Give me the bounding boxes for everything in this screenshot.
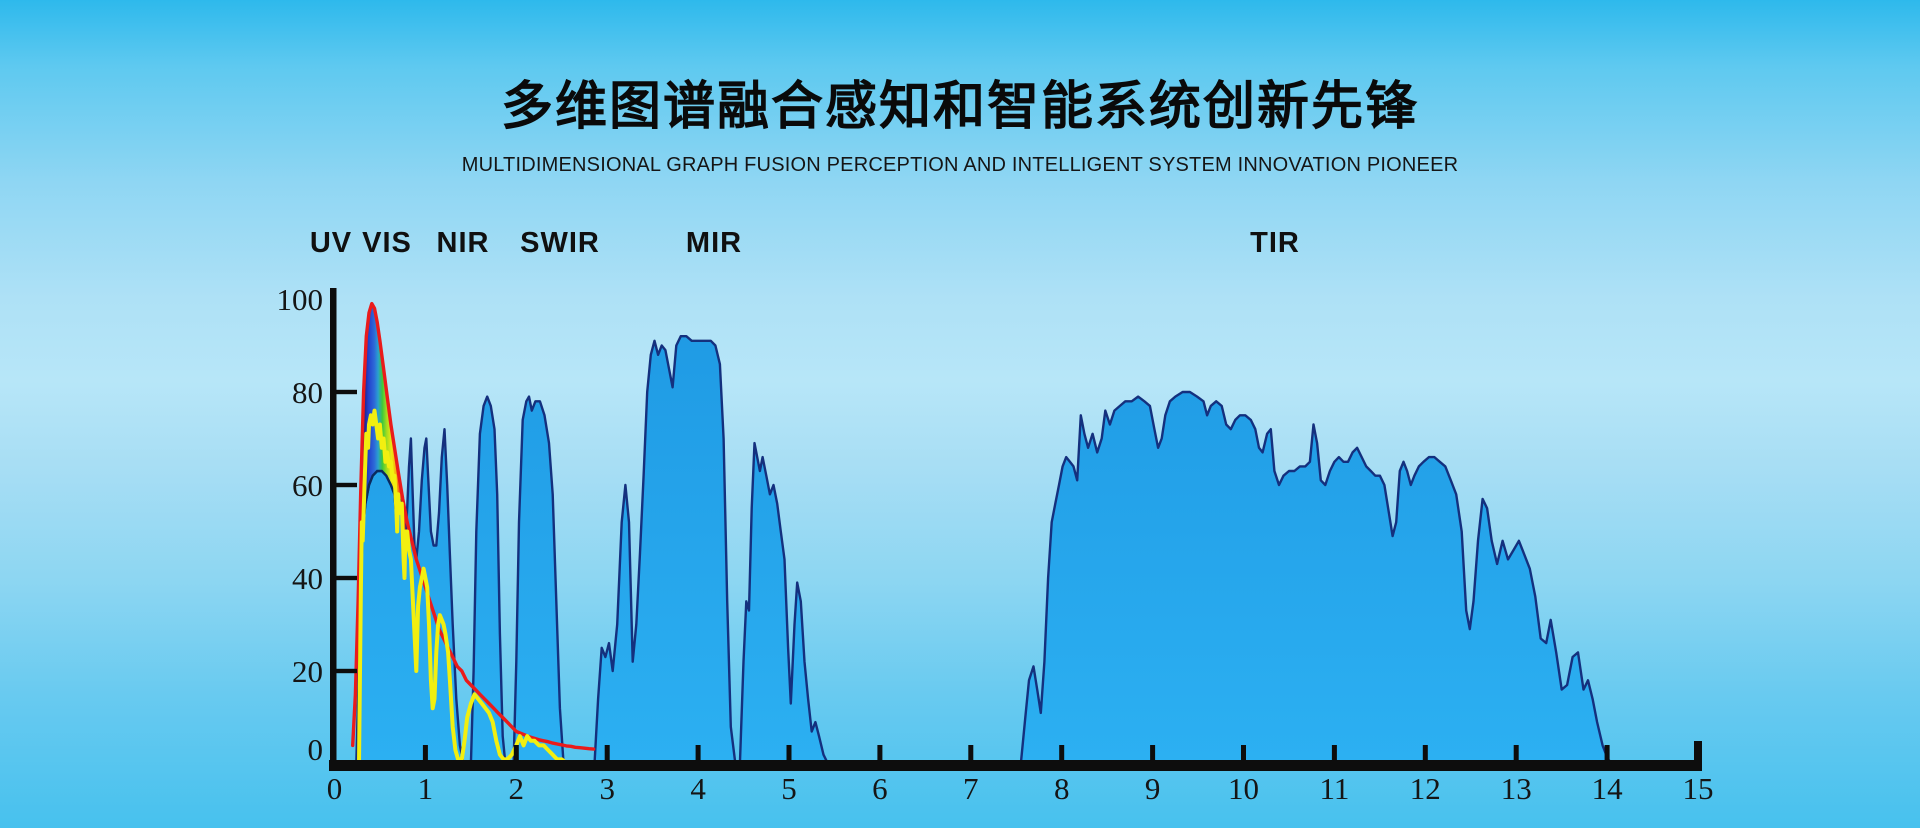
transmission-windows-area [355, 335, 1614, 766]
y-tick-label-60: 60 [292, 468, 323, 503]
x-tick-label-2: 2 [509, 771, 525, 806]
band-label-uv: UV [309, 227, 353, 259]
x-tick-3 [604, 745, 610, 761]
y-tick-label-40: 40 [292, 561, 323, 596]
y-axis [330, 288, 337, 764]
x-tick-5 [786, 745, 792, 761]
blackbody-envelope-curve [351, 301, 596, 751]
x-tick-9 [1150, 745, 1156, 761]
y-tick-80 [336, 389, 357, 395]
x-tick-8 [1059, 745, 1065, 761]
x-axis [329, 760, 1702, 771]
x-tick-label-7: 7 [963, 771, 979, 806]
y-tick-label-100: 100 [277, 282, 324, 317]
x-tick-label-14: 14 [1592, 771, 1624, 806]
x-tick-12 [1422, 745, 1428, 761]
x-tick-13 [1513, 745, 1519, 761]
y-tick-label-0: 0 [308, 732, 324, 767]
x-tick-label-15: 15 [1683, 771, 1714, 806]
x-tick-label-1: 1 [418, 771, 434, 806]
x-tick-label-6: 6 [872, 771, 888, 806]
x-tick-14 [1604, 745, 1610, 761]
y-tick-60 [336, 482, 357, 488]
x-tick-label-5: 5 [781, 771, 797, 806]
x-tick-7 [968, 745, 974, 761]
y-tick-40 [336, 575, 357, 581]
x-tick-label-10: 10 [1228, 771, 1259, 806]
x-tick-label-9: 9 [1145, 771, 1161, 806]
page-subtitle: MULTIDIMENSIONAL GRAPH FUSION PERCEPTION… [461, 154, 1459, 176]
x-tick-2 [513, 745, 519, 761]
band-label-nir: NIR [436, 227, 490, 259]
x-tick-label-3: 3 [599, 771, 615, 806]
y-tick-label-80: 80 [292, 375, 323, 410]
x-tick-label-0: 0 [327, 771, 343, 806]
x-tick-label-12: 12 [1410, 771, 1441, 806]
band-label-tir: TIR [1250, 227, 1300, 259]
band-label-mir: MIR [685, 227, 743, 259]
solar-spectrum-curve [357, 408, 570, 766]
x-tick-4 [695, 745, 701, 761]
x-tick-1 [422, 745, 428, 761]
x-tick-6 [877, 745, 883, 761]
band-label-vis: VIS [362, 227, 412, 259]
y-tick-label-20: 20 [292, 654, 323, 689]
x-tick-label-13: 13 [1501, 771, 1532, 806]
page-title: 多维图谱融合感知和智能系统创新先锋 [500, 78, 1419, 136]
x-tick-11 [1331, 745, 1337, 761]
x-tick-label-4: 4 [690, 771, 706, 806]
band-label-swir: SWIR [520, 227, 600, 259]
x-tick-10 [1241, 745, 1246, 761]
x-axis-endcap-15 [1694, 741, 1702, 771]
y-tick-20 [336, 668, 357, 674]
x-tick-label-11: 11 [1319, 771, 1349, 806]
visible-spectrum-rainbow-fill [359, 303, 406, 662]
x-tick-label-8: 8 [1054, 771, 1070, 806]
